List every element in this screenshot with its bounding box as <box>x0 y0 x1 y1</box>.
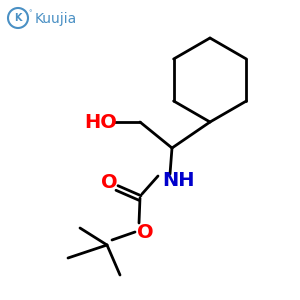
Text: O: O <box>137 223 153 242</box>
Text: K: K <box>14 13 22 23</box>
Text: HO: HO <box>85 112 117 131</box>
Text: Kuujia: Kuujia <box>35 12 77 26</box>
Text: O: O <box>101 173 117 193</box>
Text: NH: NH <box>162 172 194 190</box>
Text: °: ° <box>28 10 32 16</box>
